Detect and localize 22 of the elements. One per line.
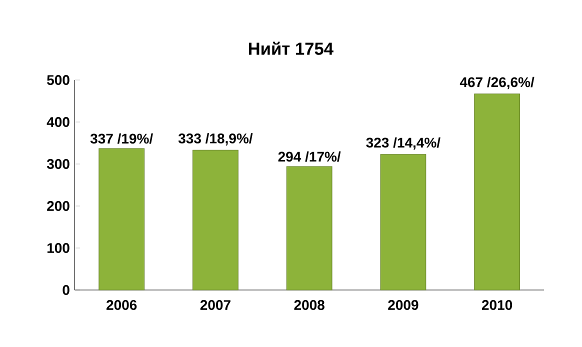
y-tick-label: 400 (46, 117, 70, 127)
x-tick-label: 2009 (388, 300, 418, 310)
data-label: 333 /18,9%/ (178, 133, 253, 146)
y-tick-label: 300 (46, 159, 70, 169)
chart-title: Нийт 1754 (248, 42, 334, 55)
x-tick-label: 2010 (482, 300, 512, 310)
bar (380, 154, 426, 290)
x-tick-label: 2008 (294, 300, 324, 310)
y-tick-label: 500 (47, 75, 70, 85)
bar (474, 94, 520, 290)
bar (192, 150, 238, 290)
y-tick-label: 200 (47, 201, 70, 211)
data-label: 323 /14,4%/ (366, 137, 440, 150)
data-label: 294 /17%/ (278, 151, 341, 162)
bar (98, 148, 145, 290)
data-label: 467 /26,6%/ (460, 76, 534, 90)
x-tick-label: 2007 (200, 300, 230, 310)
y-tick-label: 0 (62, 285, 70, 295)
x-tick-label: 2006 (106, 300, 137, 310)
bar (286, 166, 332, 290)
y-tick-label: 100 (47, 243, 70, 253)
data-label: 337 /19%/ (90, 133, 153, 144)
